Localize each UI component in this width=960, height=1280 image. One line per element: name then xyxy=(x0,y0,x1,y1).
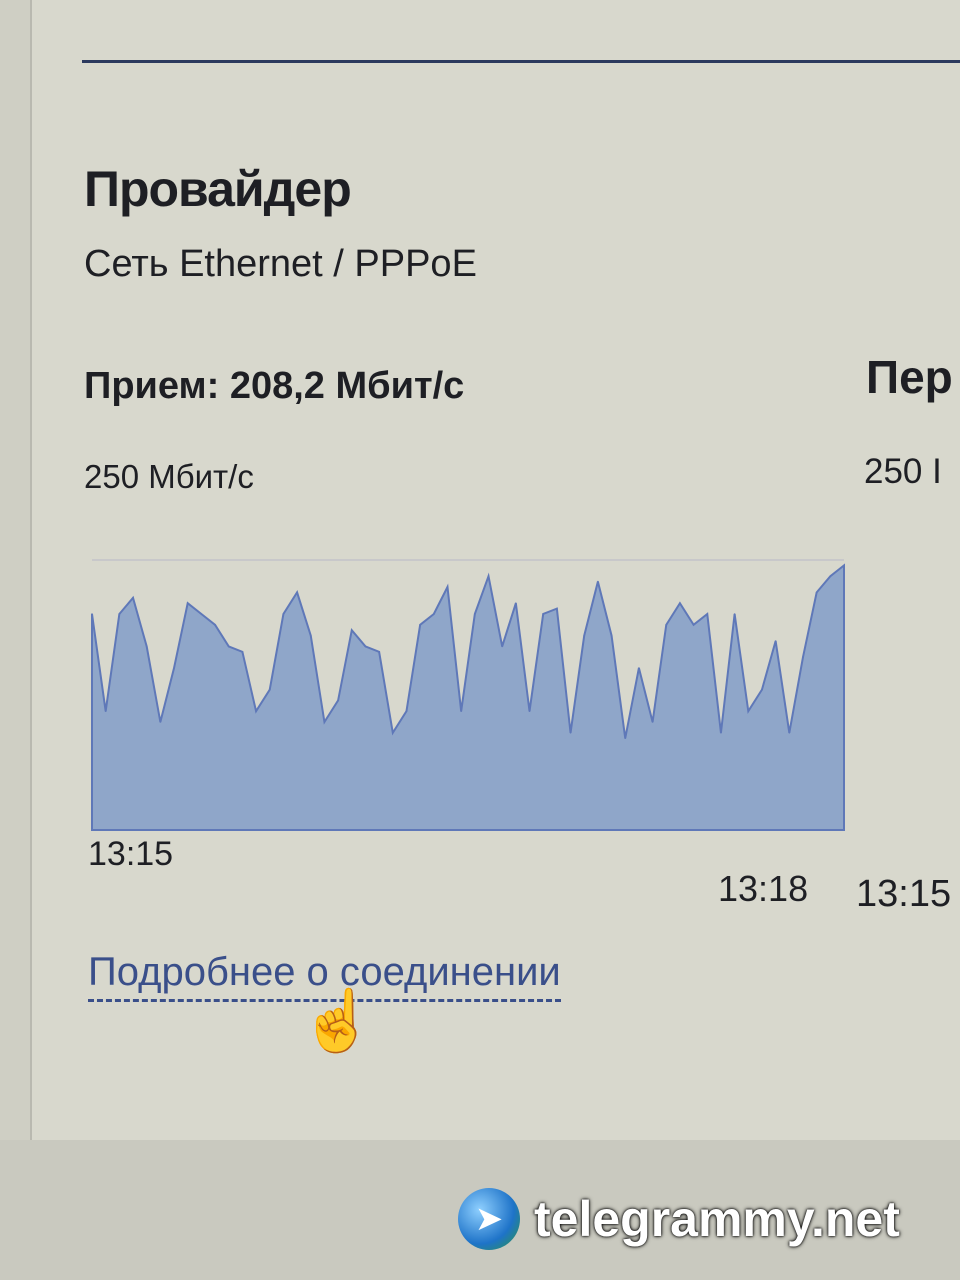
data-point xyxy=(227,645,230,648)
x-start-label: 13:15 xyxy=(88,835,174,873)
data-point xyxy=(255,710,257,712)
provider-panel xyxy=(30,0,960,1140)
data-point xyxy=(774,640,777,642)
data-point xyxy=(706,613,709,615)
data-point xyxy=(651,721,654,723)
connection-type: Сеть Ethernet / PPPoE xyxy=(84,243,477,285)
data-point xyxy=(419,624,421,626)
data-point xyxy=(378,651,380,653)
data-point xyxy=(309,634,312,637)
data-point xyxy=(214,624,216,626)
data-point xyxy=(186,602,189,604)
data-point xyxy=(433,613,435,615)
data-point xyxy=(815,591,818,594)
transmit-x-start-label: 13:15 xyxy=(856,873,952,915)
provider-title: Провайдер xyxy=(84,161,352,217)
data-point xyxy=(241,651,244,653)
data-point xyxy=(350,629,353,631)
data-point xyxy=(282,613,285,615)
data-point xyxy=(268,688,271,691)
data-point xyxy=(692,624,695,626)
x-end-label: 13:18 xyxy=(718,868,809,909)
data-point xyxy=(747,710,750,712)
data-point xyxy=(583,634,586,637)
data-point xyxy=(392,732,394,734)
data-point xyxy=(528,710,531,712)
data-point xyxy=(597,580,599,583)
hand-cursor-icon: ☝ xyxy=(299,986,376,1055)
data-point xyxy=(118,613,121,615)
data-point xyxy=(761,688,763,691)
data-point xyxy=(515,602,517,604)
data-point xyxy=(843,564,845,567)
data-point xyxy=(91,613,93,615)
data-point xyxy=(159,721,162,723)
data-point xyxy=(829,575,832,577)
divider xyxy=(82,60,960,63)
data-point xyxy=(733,613,736,615)
data-point xyxy=(720,732,722,734)
data-point xyxy=(446,586,449,588)
data-point xyxy=(145,645,148,648)
data-point xyxy=(200,613,203,615)
data-point xyxy=(679,602,681,604)
receive-area-series xyxy=(91,563,845,831)
transmit-rate: Пер xyxy=(866,351,953,403)
receive-max-label: 250 Мбит/с xyxy=(84,458,254,495)
receive-chart xyxy=(91,559,845,831)
data-point xyxy=(624,737,627,739)
data-point xyxy=(542,613,544,615)
data-point xyxy=(104,710,107,712)
data-point xyxy=(132,597,134,599)
receive-rate: Прием: 208,2 Мбит/с xyxy=(84,365,465,407)
data-point xyxy=(501,645,503,648)
data-point xyxy=(337,699,339,702)
data-point xyxy=(173,667,175,669)
telegram-globe-icon: ➤ xyxy=(458,1188,520,1250)
data-point xyxy=(405,710,408,712)
data-point xyxy=(487,575,490,577)
data-point xyxy=(788,732,791,734)
data-point xyxy=(638,667,640,669)
connection-details-link[interactable]: Подробнее о соединении xyxy=(88,950,561,1002)
data-point xyxy=(802,656,804,658)
data-point xyxy=(296,591,298,594)
data-point xyxy=(364,645,367,648)
data-point xyxy=(569,732,572,734)
data-point xyxy=(665,624,668,626)
watermark-text: telegrammy.net xyxy=(534,1191,900,1247)
data-point xyxy=(323,721,326,723)
data-point xyxy=(610,634,613,637)
data-point xyxy=(460,710,462,712)
transmit-max-label: 250 I xyxy=(864,452,942,491)
data-point xyxy=(556,607,558,610)
data-point xyxy=(474,613,476,615)
watermark: ➤ telegrammy.net xyxy=(458,1188,900,1250)
